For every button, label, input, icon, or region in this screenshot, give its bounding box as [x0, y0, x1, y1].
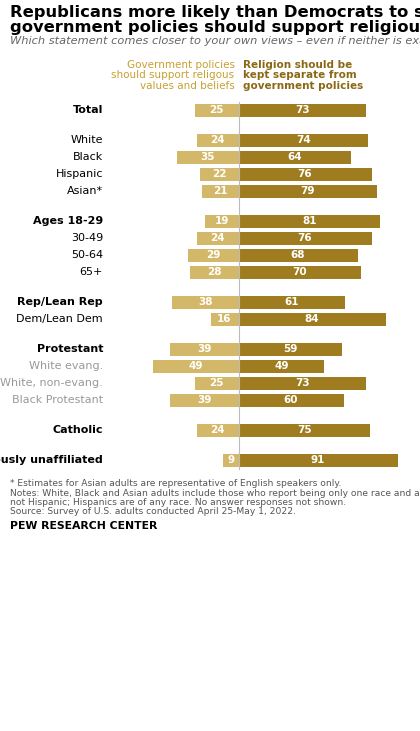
Text: 16: 16: [217, 314, 232, 325]
Text: 68: 68: [291, 250, 305, 260]
Text: Total: Total: [73, 105, 103, 115]
Bar: [239, 393, 344, 407]
Bar: [197, 423, 239, 437]
Text: not Hispanic; Hispanics are of any race. No answer responses not shown.: not Hispanic; Hispanics are of any race.…: [10, 498, 346, 507]
Bar: [239, 249, 357, 262]
Text: should support religous: should support religous: [111, 70, 234, 80]
Text: 79: 79: [300, 186, 315, 196]
Text: 39: 39: [197, 344, 212, 355]
Bar: [223, 453, 239, 467]
Text: Black: Black: [73, 152, 103, 162]
Text: 9: 9: [227, 455, 234, 465]
Text: 76: 76: [298, 170, 312, 179]
Bar: [239, 151, 351, 164]
Text: Religiously unaffiliated: Religiously unaffiliated: [0, 455, 103, 465]
Bar: [239, 134, 368, 147]
Bar: [239, 214, 381, 228]
Text: 49: 49: [274, 361, 289, 371]
Bar: [205, 214, 239, 228]
Bar: [195, 104, 239, 117]
Bar: [171, 393, 239, 407]
Text: 75: 75: [297, 425, 312, 435]
Text: kept separate from: kept separate from: [243, 70, 356, 80]
Text: 50-64: 50-64: [71, 250, 103, 260]
Text: Government policies: Government policies: [126, 60, 234, 70]
Text: government policies should support religious values: government policies should support relig…: [10, 20, 420, 35]
Text: 81: 81: [302, 216, 317, 227]
Text: White evang.: White evang.: [29, 361, 103, 371]
Text: Source: Survey of U.S. adults conducted April 25-May 1, 2022.: Source: Survey of U.S. adults conducted …: [10, 507, 296, 517]
Text: 70: 70: [292, 268, 307, 277]
Bar: [239, 343, 342, 356]
Bar: [197, 232, 239, 245]
Text: 73: 73: [295, 378, 310, 388]
Text: 60: 60: [284, 395, 298, 405]
Text: 29: 29: [206, 250, 220, 260]
Bar: [202, 184, 239, 198]
Bar: [177, 151, 239, 164]
Bar: [171, 343, 239, 356]
Text: Protestant: Protestant: [37, 344, 103, 355]
Text: PEW RESEARCH CENTER: PEW RESEARCH CENTER: [10, 521, 158, 531]
Bar: [239, 312, 386, 326]
Text: Rep/Lean Rep: Rep/Lean Rep: [18, 298, 103, 307]
Bar: [197, 134, 239, 147]
Bar: [189, 265, 239, 279]
Text: Notes: White, Black and Asian adults include those who report being only one rac: Notes: White, Black and Asian adults inc…: [10, 488, 420, 498]
Bar: [239, 232, 372, 245]
Text: Religion should be: Religion should be: [243, 60, 352, 70]
Bar: [239, 184, 377, 198]
Text: Republicans more likely than Democrats to say: Republicans more likely than Democrats t…: [10, 5, 420, 20]
Text: White, non-evang.: White, non-evang.: [0, 378, 103, 388]
Bar: [188, 249, 239, 262]
Text: 76: 76: [298, 233, 312, 243]
Text: * Estimates for Asian adults are representative of English speakers only.: * Estimates for Asian adults are represe…: [10, 479, 341, 488]
Text: Black Protestant: Black Protestant: [12, 395, 103, 405]
Bar: [239, 376, 366, 390]
Text: 22: 22: [212, 170, 226, 179]
Text: 30-49: 30-49: [71, 233, 103, 243]
Text: 28: 28: [207, 268, 221, 277]
Text: Ages 18-29: Ages 18-29: [33, 216, 103, 227]
Bar: [195, 376, 239, 390]
Text: Catholic: Catholic: [52, 425, 103, 435]
Bar: [200, 167, 239, 181]
Text: 24: 24: [210, 233, 225, 243]
Bar: [210, 312, 239, 326]
Text: 24: 24: [210, 135, 225, 145]
Text: 91: 91: [311, 455, 326, 465]
Text: values and beliefs: values and beliefs: [140, 81, 234, 91]
Bar: [239, 295, 345, 309]
Bar: [239, 360, 324, 373]
Text: Which statement comes closer to your own views – even if neither is exactly righ: Which statement comes closer to your own…: [10, 36, 420, 46]
Bar: [172, 295, 239, 309]
Text: 35: 35: [201, 152, 215, 162]
Text: 24: 24: [210, 425, 225, 435]
Text: Hispanic: Hispanic: [55, 170, 103, 179]
Text: 59: 59: [283, 344, 297, 355]
Text: 49: 49: [189, 361, 203, 371]
Text: Dem/Lean Dem: Dem/Lean Dem: [16, 314, 103, 325]
Text: 65+: 65+: [80, 268, 103, 277]
Bar: [153, 360, 239, 373]
Text: 19: 19: [215, 216, 229, 227]
Text: 61: 61: [285, 298, 299, 307]
Text: 74: 74: [296, 135, 311, 145]
Bar: [239, 423, 370, 437]
Text: Asian*: Asian*: [67, 186, 103, 196]
Text: 38: 38: [198, 298, 213, 307]
Text: 73: 73: [295, 105, 310, 115]
Text: 25: 25: [210, 105, 224, 115]
Text: White: White: [71, 135, 103, 145]
Bar: [239, 265, 361, 279]
Bar: [239, 167, 372, 181]
Text: 21: 21: [213, 186, 228, 196]
Bar: [239, 104, 366, 117]
Text: 84: 84: [305, 314, 319, 325]
Bar: [239, 453, 398, 467]
Text: 25: 25: [210, 378, 224, 388]
Text: 39: 39: [197, 395, 212, 405]
Text: government policies: government policies: [243, 81, 363, 91]
Text: 64: 64: [287, 152, 302, 162]
